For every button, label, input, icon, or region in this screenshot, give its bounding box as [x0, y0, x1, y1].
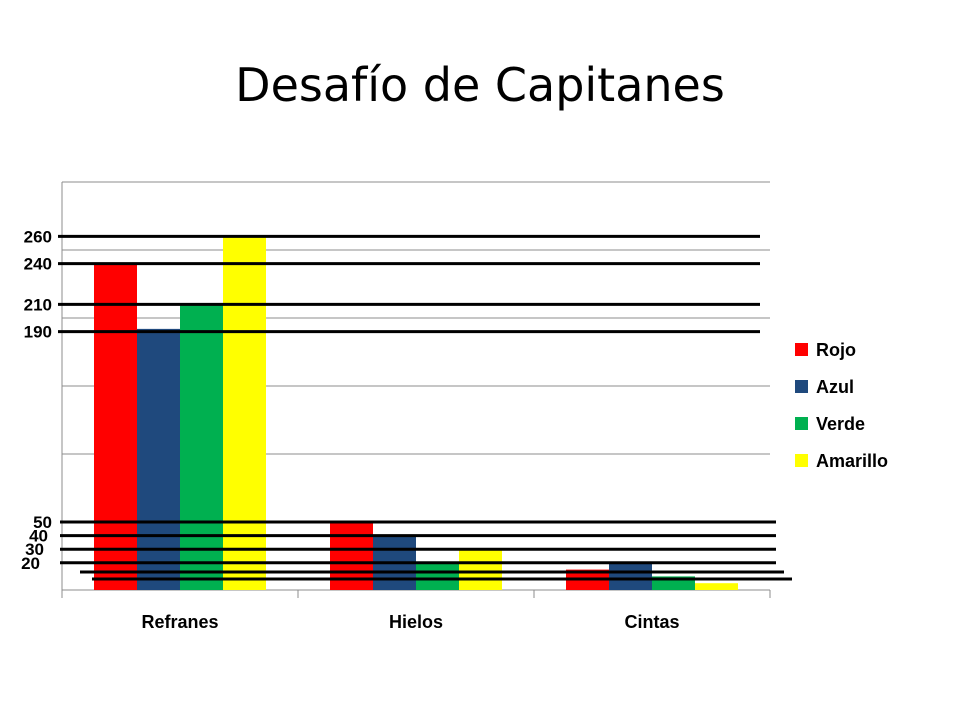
- bar-amarillo-refranes: [223, 236, 266, 590]
- reference-label-30: 30: [25, 540, 44, 559]
- reference-label-50: 50: [33, 513, 52, 532]
- legend-swatch-rojo: [795, 343, 808, 356]
- legend-label-verde: Verde: [816, 414, 865, 434]
- bar-azul-refranes: [137, 328, 180, 590]
- legend-label-azul: Azul: [816, 377, 854, 397]
- bar-amarillo-cintas: [695, 583, 738, 590]
- reference-label-240: 240: [24, 255, 52, 274]
- x-tick-label: Cintas: [624, 612, 679, 632]
- bar-amarillo-hielos: [459, 549, 502, 590]
- reference-label-260: 260: [24, 227, 52, 246]
- legend-label-rojo: Rojo: [816, 340, 856, 360]
- reference-label-20: 20: [21, 554, 40, 573]
- legend-label-amarillo: Amarillo: [816, 451, 888, 471]
- reference-label-190: 190: [24, 323, 52, 342]
- legend-swatch-azul: [795, 380, 808, 393]
- legend-swatch-verde: [795, 417, 808, 430]
- bar-verde-hielos: [416, 562, 459, 590]
- x-tick-label: Hielos: [389, 612, 443, 632]
- x-tick-label: Refranes: [141, 612, 218, 632]
- chart-title: Desafío de Capitanes: [235, 58, 725, 112]
- bar-rojo-refranes: [94, 263, 137, 590]
- reference-label-40: 40: [29, 527, 48, 546]
- bar-azul-cintas: [609, 562, 652, 590]
- legend-swatch-amarillo: [795, 454, 808, 467]
- reference-label-210: 210: [24, 295, 52, 314]
- bar-verde-refranes: [180, 304, 223, 590]
